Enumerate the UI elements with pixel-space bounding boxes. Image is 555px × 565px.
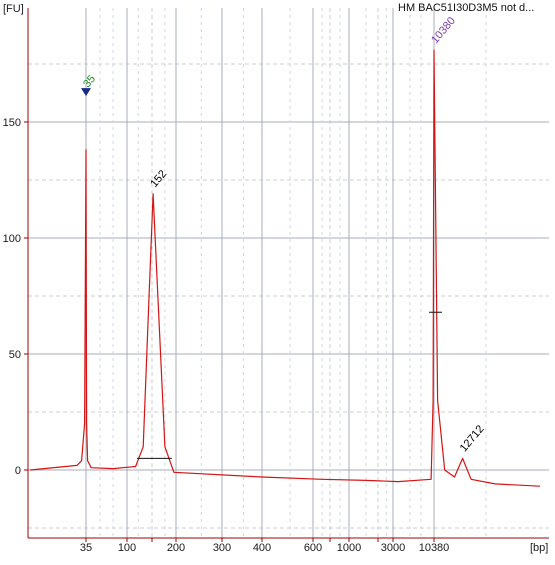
y-tick-label: 150 [3,117,21,129]
trace-layer [29,49,541,487]
y-tick-label: 100 [3,233,21,245]
x-tick-label: 600 [304,542,322,554]
trace-line [29,49,541,487]
x-tick-label: 10380 [419,542,450,554]
x-tick-label: 100 [118,542,136,554]
x-tick-label: 1000 [337,542,361,554]
x-tick-label: 35 [80,542,92,554]
axis-layer [27,8,549,539]
x-tick-label: 3000 [381,542,405,554]
lower-marker-triangle [81,88,91,97]
x-axis-label: [bp] [530,542,548,554]
y-tick-labels: 0 50 100 150 [3,117,28,477]
y-tick-label: 0 [15,465,21,477]
x-tick-labels: 35 100 200 300 400 600 1000 3000 10380 [80,538,449,554]
y-axis-label: [FU] [3,3,24,15]
x-tick-label: 400 [253,542,271,554]
x-tick-label: 300 [213,542,231,554]
y-tick-label: 50 [9,349,21,361]
x-tick-label: 200 [167,542,185,554]
chart-title: HM BAC51I30D3M5 not d... [398,2,534,14]
